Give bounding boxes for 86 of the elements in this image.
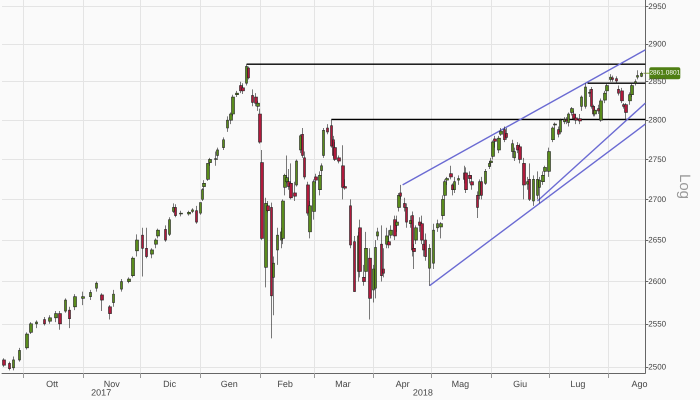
candlestick — [584, 82, 587, 109]
candlestick — [387, 230, 391, 249]
y-tick-label: 2850 — [648, 77, 667, 86]
candlestick — [43, 316, 46, 326]
candlestick — [172, 203, 175, 214]
y-tick-label: 2600 — [648, 277, 667, 286]
candlestick — [497, 136, 501, 154]
candlestick — [511, 139, 514, 158]
x-tick-label: Feb — [277, 379, 293, 389]
candlestick — [35, 320, 38, 328]
candlestick — [376, 227, 379, 240]
candlestick — [270, 202, 273, 339]
y-tick-label: 2550 — [648, 319, 667, 328]
y-tick-label: 2900 — [648, 39, 667, 48]
candlestick — [141, 227, 144, 277]
candlestick — [89, 290, 92, 300]
candlestick — [241, 82, 245, 94]
x-tick-label: Mar — [335, 379, 351, 389]
candlestick — [135, 234, 139, 257]
y-tick-label: 2950 — [648, 2, 667, 12]
candlestick — [131, 256, 135, 278]
candlestick — [100, 292, 104, 312]
candlestick — [73, 294, 77, 310]
candlestick — [187, 210, 191, 216]
candlestick — [593, 106, 597, 117]
x-tick-label: Ago — [632, 379, 648, 389]
candlestick — [48, 314, 52, 324]
candlestick — [574, 114, 578, 124]
candlestick — [179, 210, 183, 217]
y-axis-title: Log — [676, 174, 693, 200]
y-tick-label: 2700 — [648, 194, 667, 204]
candlestick — [322, 128, 325, 158]
text: 2018 — [412, 388, 433, 398]
candlestick — [251, 89, 254, 107]
candlestick — [120, 278, 123, 292]
candlestick — [2, 358, 6, 368]
candlestick — [609, 74, 612, 82]
candlestick — [464, 167, 468, 194]
candlestick — [81, 291, 85, 306]
x-tick-label: Nov — [104, 379, 120, 389]
candlestick — [503, 126, 506, 142]
x-tick-label: Ott — [46, 379, 59, 389]
y-tick-label: 2500 — [648, 362, 667, 372]
candlestick — [289, 163, 293, 200]
y-tick-label: 2750 — [648, 154, 667, 164]
candlestick — [276, 227, 279, 266]
candlestick — [640, 71, 643, 78]
candlestick — [620, 88, 624, 104]
candlestick — [578, 114, 582, 124]
candlestick — [636, 70, 639, 80]
candlestick — [222, 137, 225, 150]
candlestick — [615, 76, 618, 84]
x-tick-label: Dic — [163, 379, 177, 389]
y-tick-label: 2650 — [648, 236, 667, 245]
candlestick — [624, 102, 628, 121]
candlestick — [226, 116, 229, 132]
candlestick — [374, 240, 377, 299]
candlestick — [565, 116, 568, 124]
candlestick — [547, 147, 551, 178]
x-tick-label: Gen — [220, 379, 238, 389]
x-tick-label: Giu — [513, 379, 528, 389]
candlestick — [195, 206, 198, 224]
candlestick — [453, 176, 456, 194]
text: 2017 — [91, 388, 112, 398]
candlestick — [12, 356, 15, 371]
x-tick-label: Apr — [396, 379, 410, 389]
candlestick — [551, 126, 555, 142]
candlestick — [58, 310, 62, 330]
candlestick — [559, 118, 562, 135]
candlestick — [457, 175, 460, 186]
x-tick-label: Mag — [452, 379, 470, 389]
candlestick — [150, 248, 154, 259]
x-tick-label: Lug — [570, 379, 586, 389]
candlestick — [127, 277, 131, 284]
candlestick — [245, 64, 248, 86]
candlestick — [174, 204, 177, 218]
candlestick — [611, 75, 614, 82]
candlestick — [254, 92, 258, 107]
candlestick — [18, 348, 21, 362]
candlestick — [95, 281, 98, 292]
candlestick — [439, 222, 443, 239]
candlestick — [341, 144, 345, 200]
candlestick — [505, 128, 508, 140]
candlestick — [380, 225, 383, 282]
y-tick-label: 2800 — [648, 116, 667, 125]
candlestick — [470, 175, 474, 190]
